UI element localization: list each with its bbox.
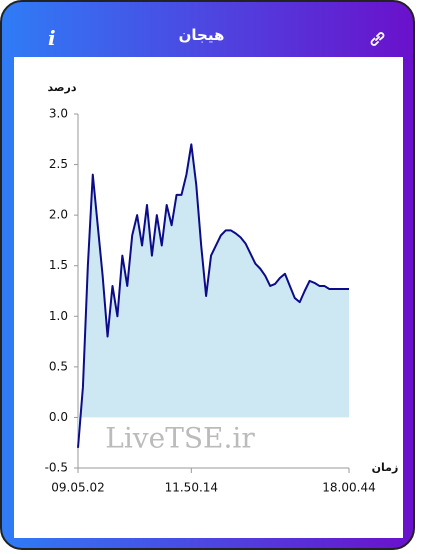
y-tick-label: 2.0 bbox=[49, 208, 68, 222]
y-tick-label: 0.5 bbox=[49, 359, 68, 373]
y-tick-label: 1.5 bbox=[49, 258, 68, 272]
link-icon[interactable] bbox=[368, 30, 386, 48]
y-tick-label: 2.5 bbox=[49, 157, 68, 171]
y-tick-label: 1.0 bbox=[49, 309, 68, 323]
y-tick-label: -0.5 bbox=[45, 461, 68, 475]
line bbox=[77, 143, 349, 448]
info-button[interactable]: i bbox=[48, 26, 56, 50]
y-axis-label: درصد bbox=[48, 81, 77, 94]
watermark: LiveTSE.ir bbox=[105, 422, 255, 455]
x-tick-label: 18.00.44 bbox=[322, 481, 375, 495]
x-tick-label: 09.05.02 bbox=[51, 481, 104, 495]
header-title: هیجان bbox=[178, 26, 225, 44]
x-tick-label: 11.50.14 bbox=[165, 481, 218, 495]
y-tick-label: 3.0 bbox=[49, 107, 68, 121]
y-tick-label: 0.0 bbox=[49, 410, 68, 424]
x-axis-label: زمان bbox=[372, 461, 399, 474]
